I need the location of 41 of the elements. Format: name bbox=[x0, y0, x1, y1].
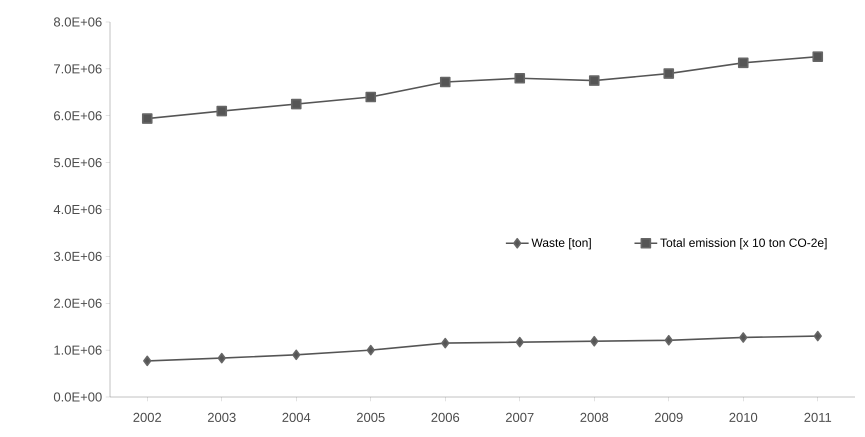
point bbox=[738, 57, 749, 68]
point bbox=[812, 51, 824, 62]
x-tick-label: 2011 bbox=[804, 412, 832, 422]
y-tick-label: 1.0E+06 bbox=[54, 346, 102, 355]
y-tick-label: 7.0E+06 bbox=[54, 64, 102, 74]
point bbox=[590, 336, 598, 347]
x-tick-label: 2004 bbox=[282, 412, 310, 422]
x-tick-label: 2003 bbox=[208, 412, 236, 422]
x-tick-label: 2005 bbox=[356, 412, 385, 422]
legend-label: Total emission [x 10 ton CO-2e] bbox=[660, 238, 827, 250]
point bbox=[292, 350, 300, 360]
y-tick-label: 2.0E+06 bbox=[54, 298, 102, 308]
point bbox=[143, 356, 152, 366]
point bbox=[739, 332, 748, 343]
point bbox=[218, 352, 226, 364]
y-tick-label: 4.0E+06 bbox=[54, 204, 102, 214]
y-tick-label: 3.0E+06 bbox=[54, 252, 102, 261]
point bbox=[664, 334, 673, 346]
point bbox=[588, 75, 600, 86]
x-tick-label: 2006 bbox=[431, 412, 460, 422]
x-tick-label: 2010 bbox=[729, 412, 758, 422]
x-tick-label: 2002 bbox=[133, 412, 162, 422]
point bbox=[516, 336, 524, 348]
x-tick-label: 2007 bbox=[506, 412, 534, 422]
point bbox=[290, 98, 302, 110]
point bbox=[440, 76, 451, 88]
point bbox=[514, 72, 526, 84]
point bbox=[366, 344, 375, 356]
point bbox=[663, 68, 674, 79]
point bbox=[441, 338, 450, 348]
x-tick-label: 2009 bbox=[654, 412, 683, 422]
point bbox=[365, 92, 376, 102]
legend-label: Waste [ton] bbox=[531, 238, 591, 250]
y-tick-label: 8.0E+06 bbox=[54, 17, 102, 27]
y-tick-label: 0.0E+00 bbox=[54, 392, 102, 402]
y-tick-label: 5.0E+06 bbox=[54, 158, 102, 168]
point bbox=[216, 106, 228, 116]
x-tick-label: 2008 bbox=[580, 412, 608, 422]
y-tick-label: 6.0E+06 bbox=[54, 111, 102, 120]
point bbox=[142, 113, 153, 124]
point bbox=[814, 330, 822, 342]
